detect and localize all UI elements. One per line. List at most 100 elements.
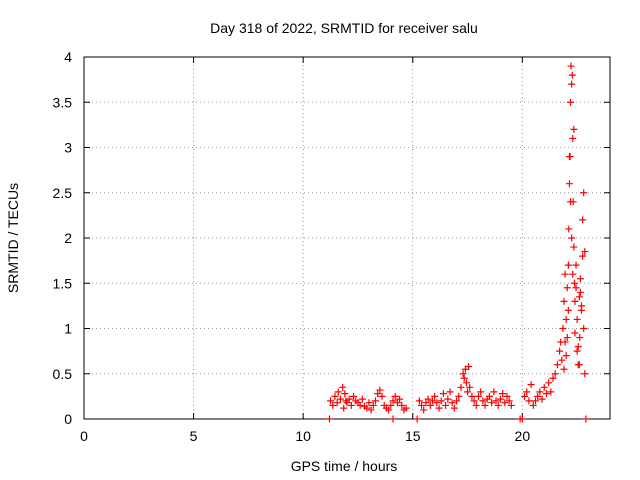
data-point	[567, 98, 575, 106]
data-point	[573, 315, 581, 323]
data-point	[340, 404, 348, 412]
data-point	[492, 397, 500, 405]
data-point	[347, 401, 355, 409]
data-point	[450, 404, 458, 412]
data-point	[523, 388, 531, 396]
data-point	[356, 401, 364, 409]
data-point	[569, 134, 577, 142]
data-point	[542, 390, 550, 398]
data-point	[494, 401, 502, 409]
y-tick-label: 1	[64, 321, 72, 337]
data-point	[402, 404, 410, 412]
data-point	[468, 392, 476, 400]
data-point	[378, 392, 386, 400]
data-point	[578, 302, 586, 310]
data-point	[459, 370, 467, 378]
plot-frame	[83, 56, 611, 420]
data-point	[581, 248, 589, 256]
data-point	[334, 388, 342, 396]
data-point	[567, 198, 575, 206]
data-point	[549, 374, 557, 382]
data-point	[418, 401, 426, 409]
data-point	[571, 297, 579, 305]
data-point	[343, 399, 351, 407]
data-point	[547, 388, 555, 396]
data-point	[453, 397, 461, 405]
data-point	[582, 415, 590, 423]
data-point	[457, 383, 465, 391]
data-point	[525, 397, 533, 405]
data-point	[431, 392, 439, 400]
data-point	[569, 270, 577, 278]
data-point	[579, 216, 587, 224]
data-point	[345, 395, 353, 403]
data-point	[329, 401, 337, 409]
data-point	[558, 356, 566, 364]
data-point	[580, 325, 588, 332]
data-point	[576, 275, 584, 283]
data-point	[565, 225, 573, 233]
data-point	[574, 361, 582, 369]
data-point	[369, 401, 377, 409]
data-point	[568, 234, 576, 242]
y-tick-label: 1.5	[53, 275, 73, 291]
data-point	[576, 334, 584, 342]
data-point	[371, 397, 379, 405]
data-point	[565, 180, 573, 188]
data-point	[564, 306, 572, 314]
data-point	[560, 365, 568, 373]
data-point	[424, 395, 432, 403]
data-point	[574, 343, 582, 351]
data-point	[376, 386, 384, 394]
data-point	[505, 397, 513, 405]
y-tick-label: 2.5	[53, 185, 73, 201]
data-point	[333, 399, 341, 407]
data-point	[428, 397, 436, 405]
data-point	[580, 189, 588, 197]
data-point	[567, 62, 575, 70]
data-point	[481, 401, 489, 409]
data-point	[529, 401, 537, 409]
y-tick-label: 0.5	[53, 366, 73, 382]
data-point	[564, 261, 572, 269]
data-point	[563, 284, 571, 292]
data-point	[534, 392, 542, 400]
data-point	[561, 338, 569, 346]
data-point	[521, 392, 529, 400]
data-point	[358, 395, 366, 403]
data-point	[536, 388, 544, 396]
data-point	[570, 279, 578, 287]
data-point	[571, 329, 579, 337]
data-point	[565, 153, 573, 161]
data-point	[575, 293, 583, 301]
data-point	[437, 397, 445, 405]
data-point	[389, 397, 397, 405]
data-point	[433, 399, 441, 407]
data-point	[444, 395, 452, 403]
x-tick-label: 0	[80, 428, 88, 444]
data-point	[339, 383, 347, 391]
x-axis-label: GPS time / hours	[291, 458, 398, 474]
data-point	[485, 392, 493, 400]
data-point	[391, 392, 399, 400]
data-point	[496, 395, 504, 403]
data-point	[479, 397, 487, 405]
data-point	[336, 395, 344, 403]
data-point	[420, 406, 428, 414]
data-points	[325, 62, 590, 423]
y-axis-label: SRMTID / TECUs	[5, 183, 21, 293]
data-point	[466, 383, 474, 391]
data-point	[518, 415, 526, 423]
data-point	[579, 252, 587, 260]
data-point	[576, 288, 584, 296]
data-point	[507, 401, 515, 409]
data-point	[572, 261, 580, 269]
data-point	[327, 397, 335, 405]
data-point	[540, 383, 548, 391]
data-point	[465, 363, 473, 371]
data-point	[365, 399, 373, 407]
data-point	[561, 270, 569, 278]
data-point	[342, 397, 350, 405]
data-point	[501, 399, 509, 407]
